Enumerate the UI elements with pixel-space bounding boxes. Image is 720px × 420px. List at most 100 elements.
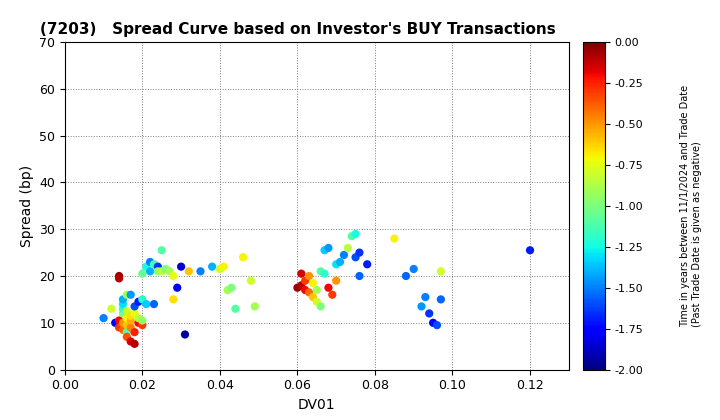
Point (117, 301, 129, 307)
Point (168, 296, 179, 303)
Point (129, 310, 140, 317)
Point (121, 329, 132, 336)
Point (137, 317, 148, 324)
Point (327, 291, 338, 298)
Point (303, 273, 315, 279)
Point (350, 254, 361, 261)
Point (350, 231, 361, 237)
Point (125, 291, 137, 298)
Point (132, 315, 144, 321)
Point (109, 320, 121, 326)
Text: (7203)   Spread Curve based on Investor's BUY Transactions: (7203) Spread Curve based on Investor's … (40, 22, 555, 37)
Point (423, 310, 435, 317)
Point (113, 317, 125, 324)
Point (125, 324, 137, 331)
Point (129, 341, 140, 347)
Point (226, 284, 238, 291)
Point (117, 326, 129, 333)
Point (183, 268, 194, 275)
Point (121, 322, 132, 328)
Point (168, 273, 179, 279)
Point (140, 263, 152, 270)
Point (249, 303, 261, 310)
Point (292, 284, 303, 291)
Point (361, 261, 373, 268)
Point (140, 301, 152, 307)
Point (132, 320, 144, 326)
Point (435, 296, 446, 303)
Point (319, 247, 330, 254)
X-axis label: DV01: DV01 (298, 398, 336, 412)
Point (125, 338, 137, 345)
Point (179, 331, 191, 338)
Point (431, 322, 443, 328)
Point (323, 284, 334, 291)
Point (129, 329, 140, 336)
Point (307, 294, 319, 300)
Point (354, 273, 365, 279)
Point (207, 263, 218, 270)
Point (117, 305, 129, 312)
Point (524, 247, 536, 254)
Point (300, 287, 311, 294)
Point (420, 294, 431, 300)
Point (354, 249, 365, 256)
Point (218, 263, 230, 270)
Point (307, 280, 319, 286)
Point (342, 244, 354, 251)
Point (160, 265, 171, 272)
Point (408, 265, 420, 272)
Point (148, 301, 160, 307)
Point (435, 268, 446, 275)
Point (156, 247, 168, 254)
Point (171, 284, 183, 291)
Point (230, 305, 241, 312)
Point (245, 277, 256, 284)
Point (144, 268, 156, 275)
Point (295, 282, 307, 289)
Point (311, 287, 323, 294)
Point (132, 298, 144, 305)
Point (163, 268, 175, 275)
Point (152, 268, 163, 275)
Point (113, 273, 125, 279)
Point (113, 275, 125, 282)
Point (334, 259, 346, 265)
Point (295, 270, 307, 277)
Point (300, 277, 311, 284)
Point (323, 244, 334, 251)
Point (137, 322, 148, 328)
Point (137, 296, 148, 303)
Point (98, 315, 109, 321)
Point (125, 317, 137, 324)
Text: Time in years between 11/1/2024 and Trade Date
(Past Trade Date is given as nega: Time in years between 11/1/2024 and Trad… (680, 85, 702, 327)
Point (117, 320, 129, 326)
Point (152, 263, 163, 270)
Point (319, 270, 330, 277)
Point (144, 259, 156, 265)
Point (400, 273, 412, 279)
Point (194, 268, 206, 275)
Point (106, 305, 117, 312)
Point (121, 333, 132, 340)
Point (113, 324, 125, 331)
Point (121, 315, 132, 321)
Point (415, 303, 427, 310)
Point (238, 254, 249, 261)
Point (129, 303, 140, 310)
Point (121, 291, 132, 298)
Point (346, 233, 357, 239)
Y-axis label: Spread (bp): Spread (bp) (19, 165, 34, 247)
Point (156, 268, 168, 275)
Point (428, 320, 439, 326)
Point (117, 310, 129, 317)
Point (137, 270, 148, 277)
Point (330, 277, 342, 284)
Point (330, 261, 342, 268)
Point (214, 265, 225, 272)
Point (176, 263, 187, 270)
Point (125, 312, 137, 319)
Point (389, 235, 400, 242)
Point (315, 268, 326, 275)
Point (311, 298, 323, 305)
